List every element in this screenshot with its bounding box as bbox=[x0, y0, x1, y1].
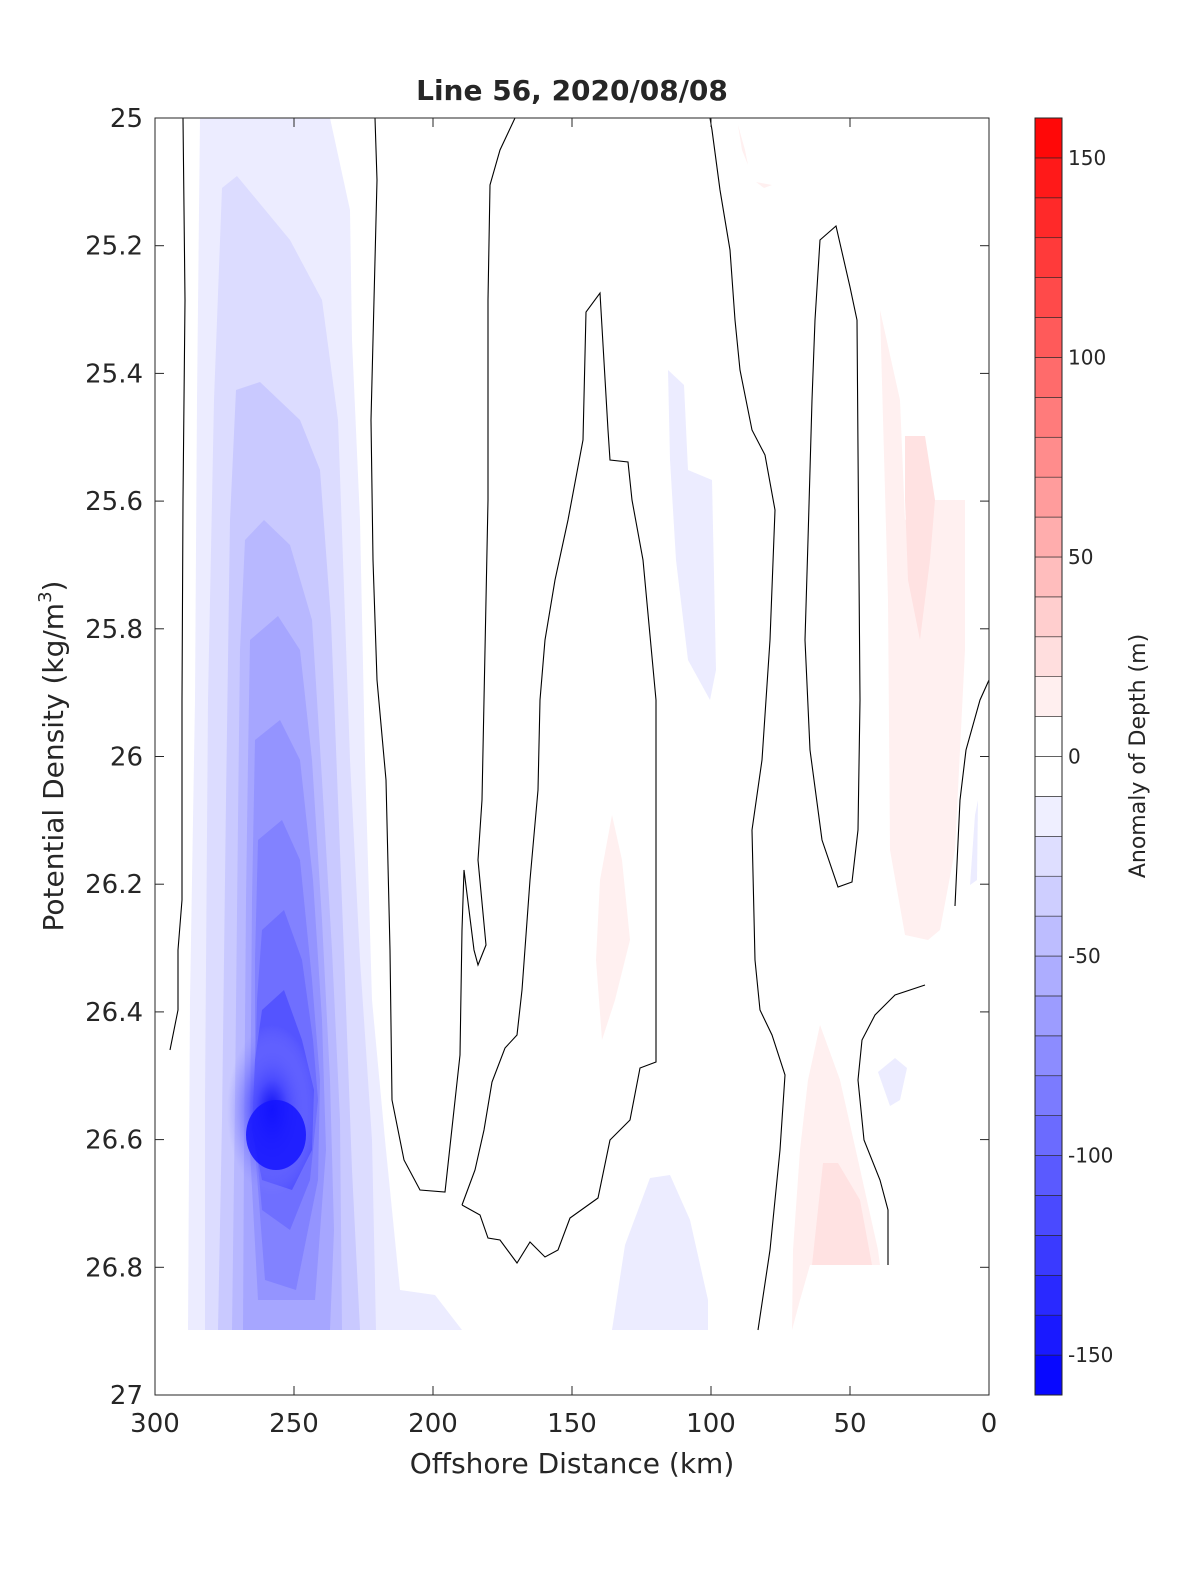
colorbar-tick-label: -50 bbox=[1068, 944, 1101, 968]
neg-fill-offshore-weak bbox=[668, 370, 716, 700]
colorbar-segment bbox=[1034, 1314, 1063, 1356]
contour-line-1 bbox=[169, 117, 186, 1051]
y-tick-label: 25.6 bbox=[85, 487, 143, 517]
colorbar-tick-label: 100 bbox=[1068, 345, 1106, 369]
contour-line-4 bbox=[709, 117, 786, 1331]
colorbar-segment bbox=[1034, 1274, 1063, 1316]
y-tick-label: 26.8 bbox=[85, 1253, 143, 1283]
colorbar-segment bbox=[1034, 676, 1063, 717]
neg-fill-bottom-weak bbox=[612, 1175, 708, 1330]
colorbar-label: Anomaly of Depth (m) bbox=[1126, 634, 1151, 878]
colorbar-segment bbox=[1034, 1195, 1063, 1236]
pos-fill-mid bbox=[596, 815, 630, 1040]
colorbar-segment bbox=[1034, 197, 1063, 239]
colorbar-segment bbox=[1034, 1115, 1063, 1156]
colorbar-segment bbox=[1034, 357, 1063, 398]
contour-line-3 bbox=[461, 291, 657, 1264]
x-tick-label: 50 bbox=[833, 1409, 866, 1439]
colorbar-segment bbox=[1034, 836, 1063, 877]
colorbar-segment bbox=[1034, 875, 1063, 917]
zero-contours bbox=[169, 117, 990, 1331]
colorbar-segment bbox=[1034, 1155, 1063, 1196]
colorbar-segment bbox=[1034, 317, 1063, 358]
chart-title: Line 56, 2020/08/08 bbox=[416, 74, 728, 107]
colorbar-segment bbox=[1034, 436, 1063, 478]
colorbar-segment bbox=[1034, 1035, 1063, 1077]
y-tick-label: 26.4 bbox=[85, 998, 143, 1028]
x-tick-label: 250 bbox=[269, 1409, 319, 1439]
colorbar-segment bbox=[1034, 1075, 1063, 1116]
contour-line-7 bbox=[857, 984, 926, 1265]
y-tick-label: 25 bbox=[110, 104, 143, 134]
colorbar-segment bbox=[1034, 157, 1063, 199]
colorbar-segment bbox=[1034, 397, 1063, 438]
y-tick-label: 25.2 bbox=[85, 232, 143, 262]
colorbar-segment bbox=[1034, 995, 1063, 1037]
colorbar-tick-label: 0 bbox=[1068, 745, 1081, 769]
colorbar-segment bbox=[1034, 556, 1063, 598]
y-tick-label: 25.8 bbox=[85, 615, 143, 645]
neg-fill-small-patch bbox=[878, 1058, 907, 1106]
neg-fill-edge-tiny bbox=[970, 800, 978, 885]
anomaly-fills bbox=[188, 118, 978, 1330]
x-tick-label: 200 bbox=[408, 1409, 458, 1439]
pos-fill-shelf-l2 bbox=[812, 1163, 872, 1265]
colorbar-segment bbox=[1034, 955, 1063, 997]
y-axis-label-base: Potential Density (kg/m bbox=[37, 603, 70, 932]
x-tick-label: 0 bbox=[981, 1409, 998, 1439]
colorbar-tick-label: -100 bbox=[1068, 1144, 1113, 1168]
y-axis-label: Potential Density (kg/m3) bbox=[35, 581, 70, 932]
y-tick-label: 25.4 bbox=[85, 359, 143, 389]
y-axis-label-sup: 3 bbox=[35, 591, 56, 602]
colorbar-segment bbox=[1034, 636, 1063, 677]
x-axis: 300 250 200 150 100 50 0 bbox=[130, 118, 997, 1439]
contour-line-5 bbox=[804, 224, 861, 888]
colorbar-segment bbox=[1034, 596, 1063, 638]
y-tick-label: 27 bbox=[110, 1381, 143, 1411]
colorbar-tick-label: 50 bbox=[1068, 545, 1093, 569]
colorbar-tick-label: 150 bbox=[1068, 146, 1106, 170]
colorbar-segment bbox=[1034, 237, 1063, 278]
colorbar-frame bbox=[1034, 117, 1063, 1396]
colorbar-segment bbox=[1034, 756, 1063, 797]
contour-line-2 bbox=[370, 117, 516, 1193]
colorbar-segment bbox=[1034, 516, 1063, 558]
y-tick-label: 26.2 bbox=[85, 870, 143, 900]
colorbar-segment bbox=[1034, 117, 1063, 159]
pos-fill-top-tiny-2 bbox=[756, 182, 772, 188]
y-axis: 25 25.2 25.4 25.6 25.8 26 26.2 26.4 26.6 26.8 27 bbox=[85, 104, 989, 1411]
colorbar-segment bbox=[1034, 476, 1063, 518]
colorbar-segment bbox=[1034, 1235, 1063, 1276]
colorbar-segment bbox=[1034, 716, 1063, 757]
colorbar-tick-label: -150 bbox=[1068, 1343, 1113, 1367]
colorbar-segment bbox=[1034, 796, 1063, 837]
colorbar-segment bbox=[1034, 277, 1063, 318]
pos-fill-top-tiny bbox=[738, 125, 748, 165]
pos-fill-nearshore-l1 bbox=[880, 310, 965, 940]
contour-line-6 bbox=[954, 679, 990, 907]
y-tick-label: 26 bbox=[110, 743, 143, 773]
y-tick-label: 26.6 bbox=[85, 1126, 143, 1156]
x-axis-label: Offshore Distance (km) bbox=[410, 1447, 735, 1480]
x-tick-label: 100 bbox=[686, 1409, 736, 1439]
neg-fill-peak bbox=[246, 1100, 306, 1170]
colorbar: 150 100 50 0 -50 -100 -150 bbox=[1034, 117, 1113, 1396]
y-axis-label-close: ) bbox=[37, 581, 70, 592]
colorbar-segment bbox=[1034, 1354, 1063, 1396]
pos-fill-nearshore-l2 bbox=[905, 436, 935, 640]
x-tick-label: 300 bbox=[130, 1409, 180, 1439]
x-tick-label: 150 bbox=[547, 1409, 597, 1439]
colorbar-segment bbox=[1034, 915, 1063, 957]
